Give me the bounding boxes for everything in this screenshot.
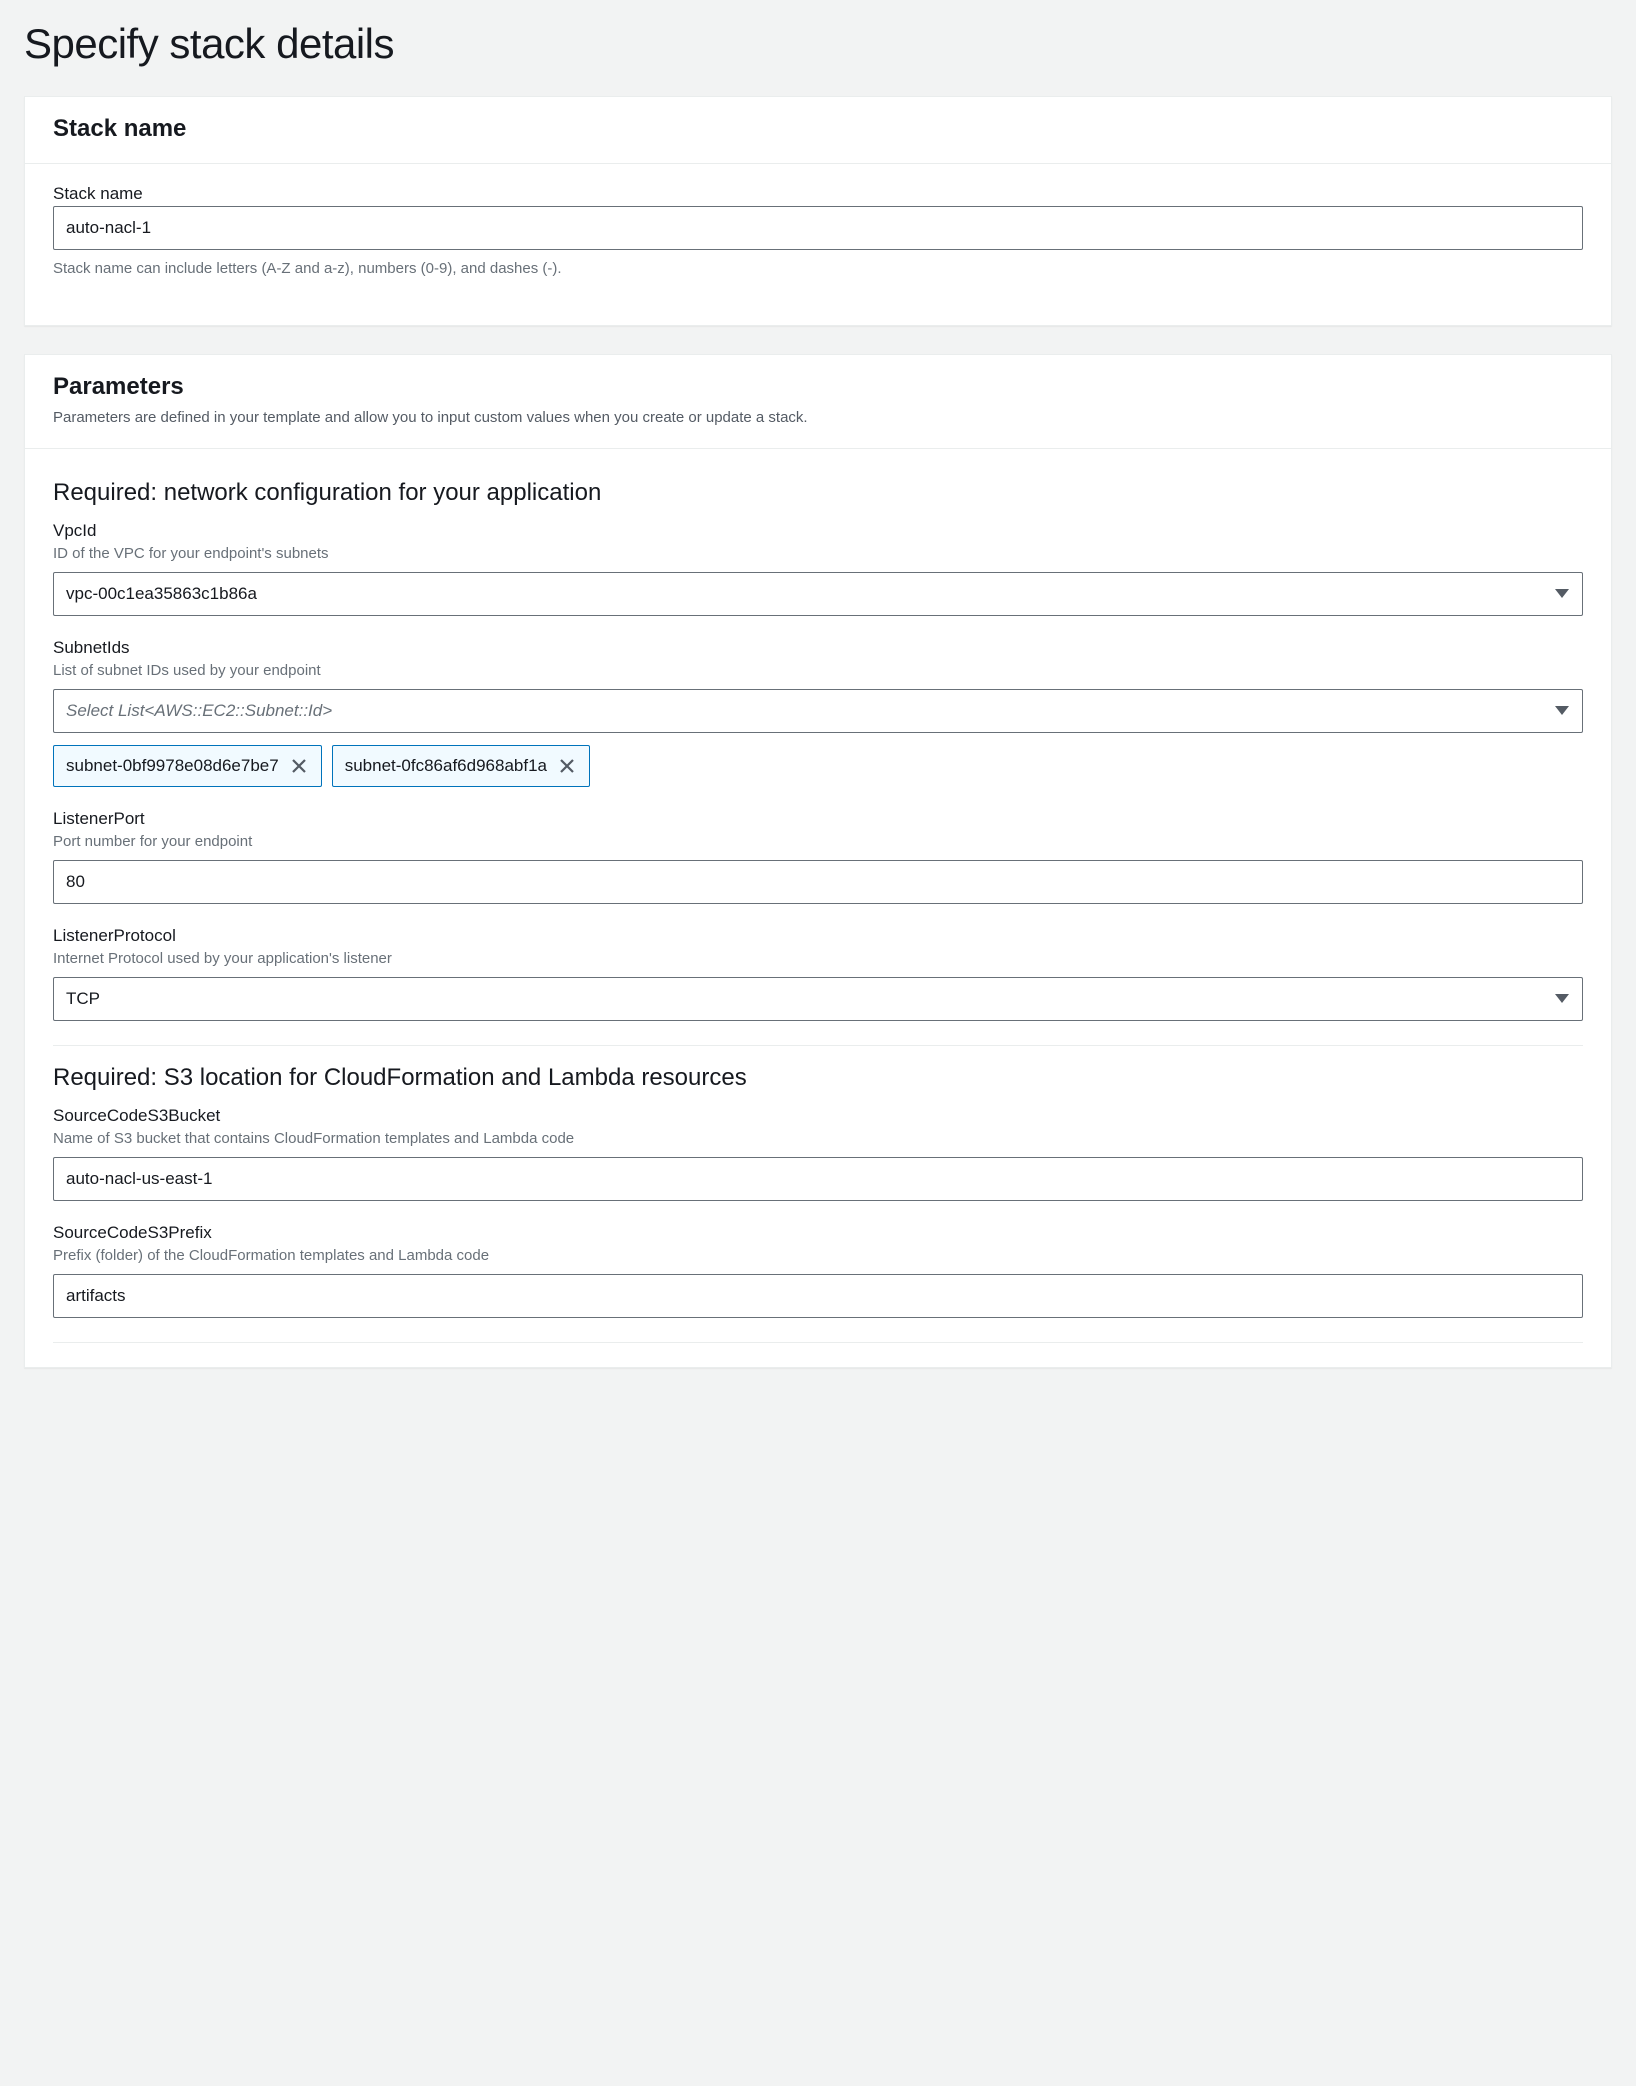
listenerprotocol-select[interactable]: TCP: [53, 977, 1583, 1021]
subnet-token-label: subnet-0fc86af6d968abf1a: [345, 756, 547, 776]
s3-section-title: Required: S3 location for CloudFormation…: [53, 1064, 1583, 1092]
close-icon[interactable]: [557, 756, 577, 776]
parameters-panel-title: Parameters: [53, 373, 1583, 401]
listenerprotocol-value: TCP: [66, 989, 100, 1009]
section-divider: [53, 1045, 1583, 1046]
parameters-panel-body: Required: network configuration for your…: [25, 449, 1611, 1367]
page-title: Specify stack details: [24, 20, 1612, 68]
subnetids-select[interactable]: Select List<AWS::EC2::Subnet::Id>: [53, 689, 1583, 733]
sourcecodes3bucket-label: SourceCodeS3Bucket: [53, 1106, 1583, 1126]
section-divider: [53, 1342, 1583, 1343]
listenerport-label: ListenerPort: [53, 809, 1583, 829]
vpcid-select-value: vpc-00c1ea35863c1b86a: [66, 584, 257, 604]
listenerprotocol-field: ListenerProtocol Internet Protocol used …: [53, 926, 1583, 1021]
sourcecodes3bucket-input[interactable]: [53, 1157, 1583, 1201]
vpcid-hint: ID of the VPC for your endpoint's subnet…: [53, 543, 1583, 564]
subnetids-field: SubnetIds List of subnet IDs used by you…: [53, 638, 1583, 787]
vpcid-label: VpcId: [53, 521, 1583, 541]
stack-name-panel-body: Stack name Stack name can include letter…: [25, 164, 1611, 325]
subnetids-label: SubnetIds: [53, 638, 1583, 658]
network-section-title: Required: network configuration for your…: [53, 479, 1583, 507]
stack-name-panel: Stack name Stack name Stack name can inc…: [24, 96, 1612, 326]
listenerport-hint: Port number for your endpoint: [53, 831, 1583, 852]
listenerprotocol-label: ListenerProtocol: [53, 926, 1583, 946]
sourcecodes3prefix-hint: Prefix (folder) of the CloudFormation te…: [53, 1245, 1583, 1266]
subnet-token-label: subnet-0bf9978e08d6e7be7: [66, 756, 279, 776]
sourcecodes3prefix-field: SourceCodeS3Prefix Prefix (folder) of th…: [53, 1223, 1583, 1318]
stack-name-field: Stack name Stack name can include letter…: [53, 184, 1583, 279]
sourcecodes3prefix-input[interactable]: [53, 1274, 1583, 1318]
listenerport-field: ListenerPort Port number for your endpoi…: [53, 809, 1583, 904]
stack-name-hint: Stack name can include letters (A-Z and …: [53, 258, 1583, 279]
sourcecodes3bucket-field: SourceCodeS3Bucket Name of S3 bucket tha…: [53, 1106, 1583, 1201]
subnetids-placeholder: Select List<AWS::EC2::Subnet::Id>: [66, 701, 332, 721]
sourcecodes3bucket-hint: Name of S3 bucket that contains CloudFor…: [53, 1128, 1583, 1149]
stack-name-panel-title: Stack name: [53, 115, 1583, 143]
subnet-token: subnet-0bf9978e08d6e7be7: [53, 745, 322, 787]
parameters-panel: Parameters Parameters are defined in you…: [24, 354, 1612, 1368]
stack-name-label: Stack name: [53, 184, 1583, 204]
subnetids-hint: List of subnet IDs used by your endpoint: [53, 660, 1583, 681]
parameters-subtext: Parameters are defined in your template …: [53, 407, 1583, 428]
subnetids-token-row: subnet-0bf9978e08d6e7be7 subnet-0fc86af6…: [53, 745, 1583, 787]
listenerprotocol-hint: Internet Protocol used by your applicati…: [53, 948, 1583, 969]
vpcid-select[interactable]: vpc-00c1ea35863c1b86a: [53, 572, 1583, 616]
sourcecodes3prefix-label: SourceCodeS3Prefix: [53, 1223, 1583, 1243]
vpcid-field: VpcId ID of the VPC for your endpoint's …: [53, 521, 1583, 616]
listenerport-input[interactable]: [53, 860, 1583, 904]
stack-name-panel-header: Stack name: [25, 97, 1611, 164]
stack-name-input[interactable]: [53, 206, 1583, 250]
parameters-panel-header: Parameters Parameters are defined in you…: [25, 355, 1611, 449]
subnet-token: subnet-0fc86af6d968abf1a: [332, 745, 590, 787]
close-icon[interactable]: [289, 756, 309, 776]
